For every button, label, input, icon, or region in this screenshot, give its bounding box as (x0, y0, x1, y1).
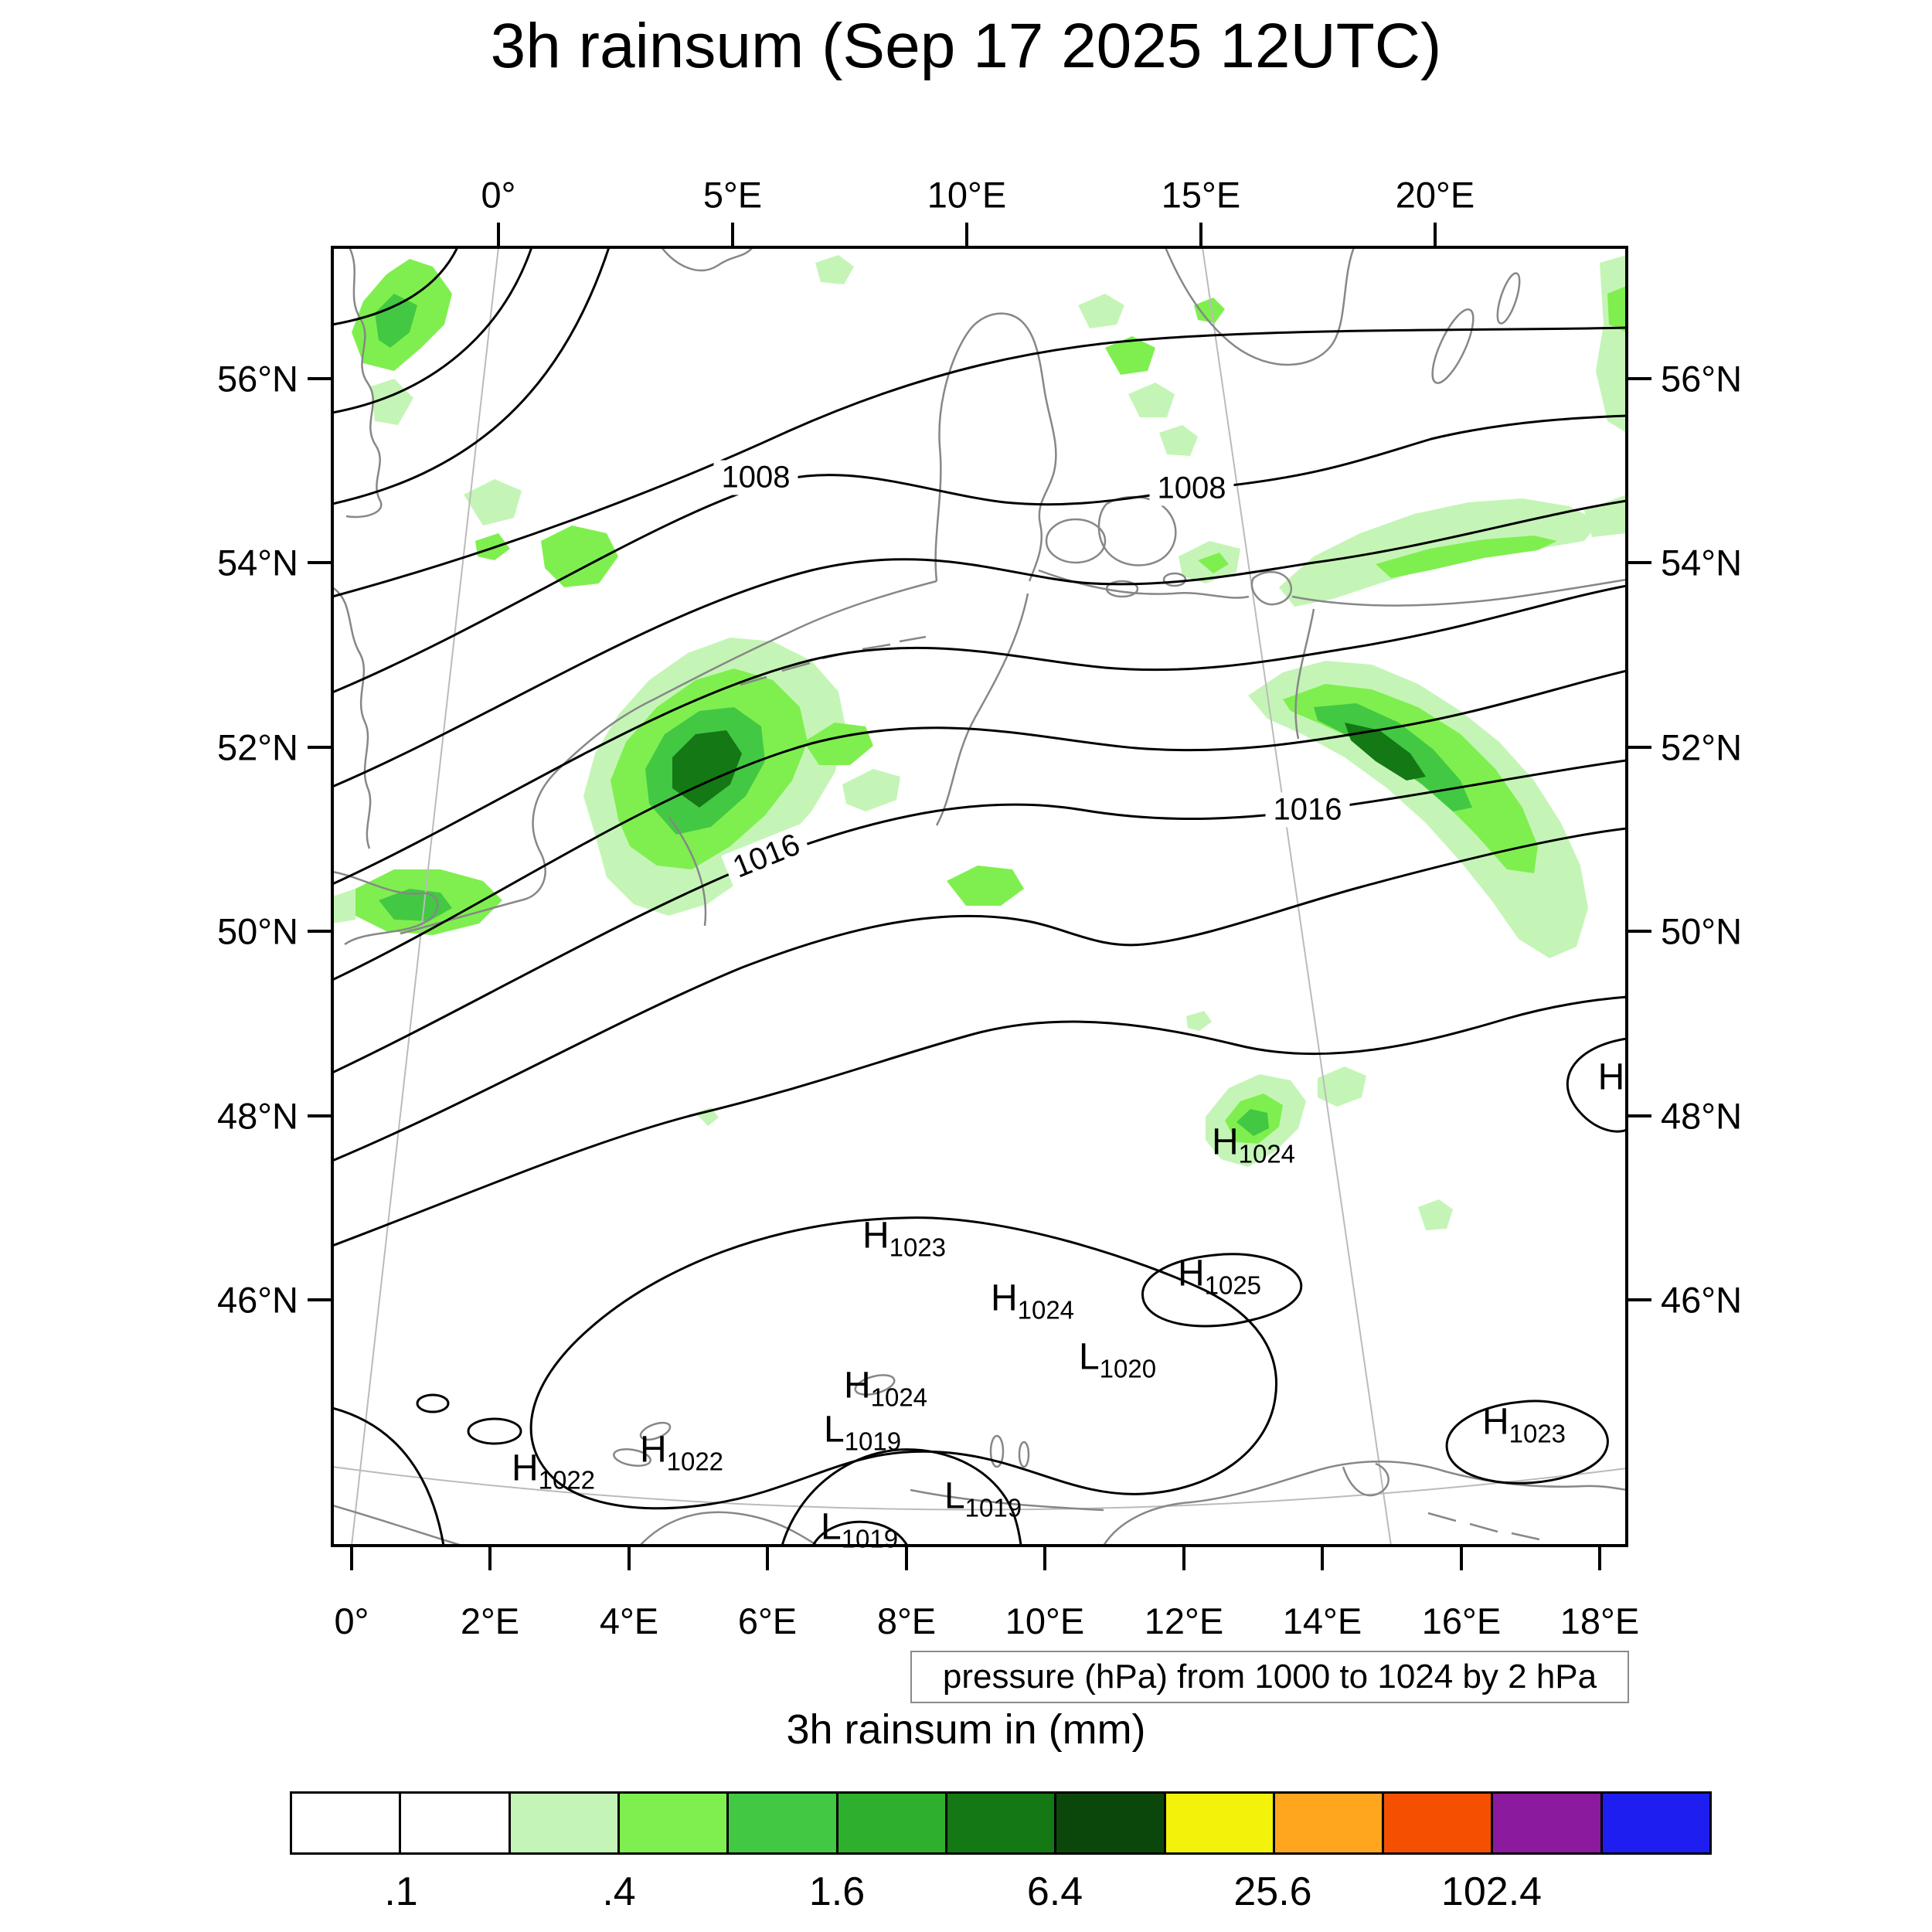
pressure-note: pressure (hPa) from 1000 to 1024 by 2 hP… (910, 1651, 1629, 1703)
y-axis-label-left: 48°N (216, 1095, 298, 1137)
pressure-center-high: H1022 (639, 1429, 724, 1476)
x-axis-label-top: 20°E (1395, 174, 1475, 216)
pressure-center-low: L1020 (1078, 1336, 1157, 1383)
colorbar-cell (1493, 1794, 1603, 1852)
colorbar-cell (1602, 1794, 1710, 1852)
plot-title: 3h rainsum (Sep 17 2025 12UTC) (490, 11, 1442, 81)
y-axis-label-left: 46°N (216, 1279, 298, 1321)
isobar-label: 1008 (713, 460, 798, 495)
colorbar (290, 1791, 1712, 1855)
x-axis-label-bottom: 12°E (1144, 1600, 1224, 1641)
x-axis-label-top: 5°E (702, 174, 763, 216)
colorbar-label: .4 (602, 1869, 636, 1914)
pressure-center-high: H1025 (1177, 1253, 1262, 1300)
x-axis-label-top: 15°E (1161, 174, 1241, 216)
colorbar-title: 3h rainsum in (mm) (786, 1706, 1146, 1753)
map-frame (331, 246, 1628, 1547)
isobar-label: 1016 (1265, 792, 1350, 828)
x-axis-label-bottom: 8°E (876, 1600, 937, 1641)
colorbar-cell (292, 1794, 402, 1852)
colorbar-label: 25.6 (1233, 1869, 1312, 1914)
x-axis-label-bottom: 14°E (1282, 1600, 1362, 1641)
isobars (332, 247, 1627, 1546)
colorbar-cell (729, 1794, 838, 1852)
axis-ticks (308, 223, 1651, 1570)
colorbar-label: 6.4 (1026, 1869, 1083, 1914)
colorbar-cell (1056, 1794, 1166, 1852)
colorbar-cell (838, 1794, 947, 1852)
x-axis-label-bottom: 16°E (1421, 1600, 1502, 1641)
colorbar-cell (1274, 1794, 1385, 1852)
y-axis-label-left: 52°N (216, 726, 298, 768)
graticule (332, 247, 1627, 1546)
colorbar-cell (401, 1794, 511, 1852)
pressure-center-high: H1024 (843, 1365, 928, 1412)
isobar-label: 1008 (1149, 471, 1234, 506)
coastlines (332, 247, 1627, 1546)
y-axis-label-right: 52°N (1661, 726, 1743, 768)
pressure-center-high: H1023 (1481, 1401, 1566, 1448)
pressure-center-low: L1019 (823, 1409, 902, 1456)
y-axis-label-right: 56°N (1661, 358, 1743, 400)
x-axis-label-bottom: 0° (334, 1600, 369, 1641)
y-axis-label-right: 48°N (1661, 1095, 1743, 1137)
colorbar-cell (510, 1794, 620, 1852)
x-axis-label-bottom: 2°E (460, 1600, 520, 1641)
colorbar-cell (947, 1794, 1057, 1852)
colorbar-cell (619, 1794, 730, 1852)
x-axis-label-bottom: 6°E (737, 1600, 798, 1641)
pressure-center-high: H1023 (862, 1215, 947, 1262)
colorbar-label: 102.4 (1440, 1869, 1543, 1914)
colorbar-cell (1165, 1794, 1275, 1852)
pressure-center-high: H1022 (511, 1447, 596, 1495)
x-axis-label-bottom: 10°E (1005, 1600, 1085, 1641)
pressure-center-high: H1024 (1211, 1121, 1296, 1168)
y-axis-label-left: 56°N (216, 358, 298, 400)
x-axis-label-bottom: 18°E (1560, 1600, 1640, 1641)
y-axis-label-right: 50°N (1661, 910, 1743, 952)
y-axis-label-left: 54°N (216, 542, 298, 583)
y-axis-label-right: 46°N (1661, 1279, 1743, 1321)
pressure-center-high: H (1597, 1056, 1625, 1098)
x-axis-label-bottom: 4°E (599, 1600, 659, 1641)
y-axis-label-right: 54°N (1661, 542, 1743, 583)
pressure-center-high: H1024 (990, 1277, 1075, 1325)
y-axis-label-left: 50°N (216, 910, 298, 952)
x-axis-label-top: 10°E (927, 174, 1007, 216)
colorbar-cell (1384, 1794, 1494, 1852)
precipitation-shading (332, 255, 1627, 1230)
colorbar-label: .1 (384, 1869, 418, 1914)
x-axis-label-top: 0° (481, 174, 516, 216)
colorbar-label: 1.6 (808, 1869, 866, 1914)
pressure-center-low: L1019 (820, 1506, 899, 1553)
pressure-center-low: L1019 (944, 1475, 1022, 1522)
